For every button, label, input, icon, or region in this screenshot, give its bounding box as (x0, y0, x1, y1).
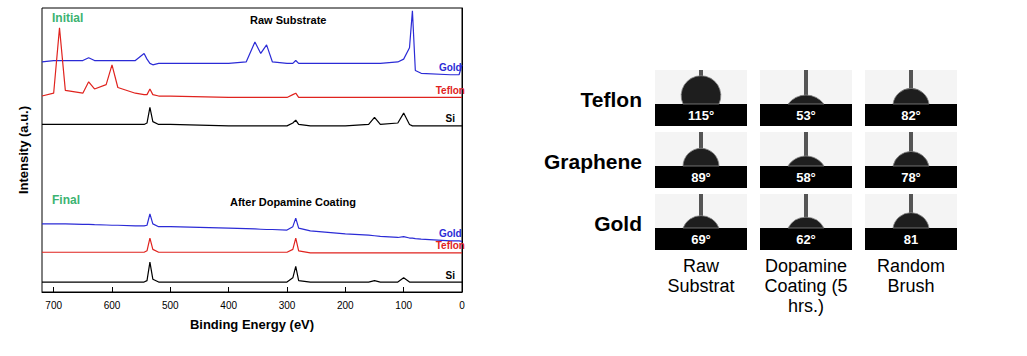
svg-text:Binding Energy (eV): Binding Energy (eV) (190, 317, 314, 332)
svg-text:89°: 89° (691, 170, 711, 185)
html-text:Graphene: Graphene (544, 150, 642, 173)
svg-text:200: 200 (337, 300, 354, 311)
html-text:Raw Substrat: Raw Substrat (667, 256, 735, 296)
svg-text:500: 500 (162, 300, 179, 311)
svg-text:600: 600 (104, 300, 121, 311)
svg-text:Final: Final (52, 193, 80, 207)
html-text:Dopamine Coating (5 hrs.): Dopamine Coating (5 hrs.) (764, 256, 848, 316)
svg-text:Teflon: Teflon (436, 85, 465, 96)
svg-text:62°: 62° (796, 232, 816, 247)
svg-text:Initial: Initial (52, 11, 83, 25)
svg-text:Gold: Gold (439, 62, 462, 73)
svg-text:78°: 78° (901, 170, 921, 185)
svg-text:Teflon: Teflon (436, 240, 465, 251)
svg-text:Intensity (a.u.): Intensity (a.u.) (16, 106, 31, 194)
svg-text:115°: 115° (688, 108, 714, 123)
html-text:Teflon: Teflon (580, 88, 642, 111)
svg-text:Si: Si (446, 270, 456, 281)
svg-text:400: 400 (220, 300, 237, 311)
svg-text:Raw Substrate: Raw Substrate (250, 14, 326, 26)
svg-text:58°: 58° (796, 170, 816, 185)
svg-text:Si: Si (446, 113, 456, 124)
svg-text:0: 0 (459, 300, 465, 311)
svg-text:700: 700 (45, 300, 62, 311)
svg-text:69°: 69° (691, 232, 711, 247)
svg-text:81: 81 (904, 232, 918, 247)
svg-text:100: 100 (395, 300, 412, 311)
svg-text:After Dopamine Coating: After Dopamine Coating (230, 196, 356, 208)
svg-text:82°: 82° (901, 108, 921, 123)
html-text:Gold: Gold (594, 212, 642, 235)
html-text:Random Brush: Random Brush (877, 256, 945, 296)
svg-text:53°: 53° (796, 108, 816, 123)
svg-text:Gold: Gold (439, 228, 462, 239)
svg-text:300: 300 (279, 300, 296, 311)
